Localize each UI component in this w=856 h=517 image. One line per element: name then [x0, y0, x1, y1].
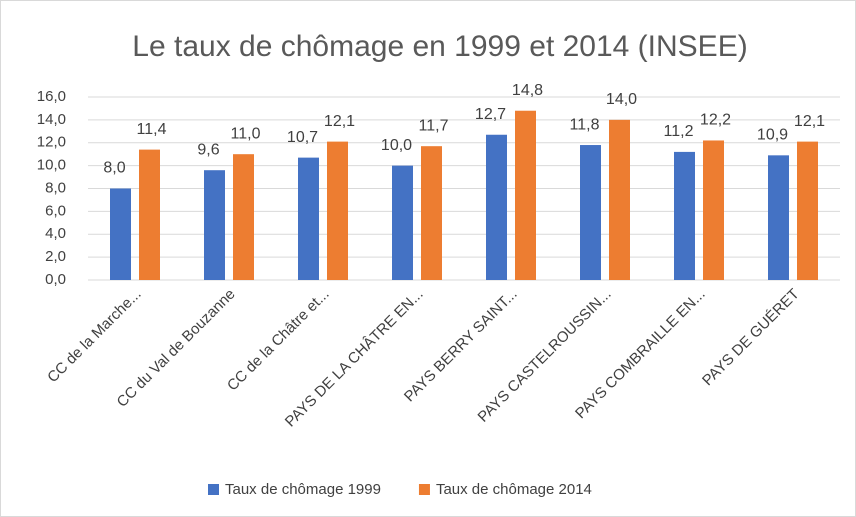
bar — [139, 149, 160, 280]
legend-label: Taux de chômage 1999 — [225, 481, 381, 498]
value-label: 9,6 — [197, 141, 219, 158]
y-tick-label: 12,0 — [37, 134, 66, 151]
bar — [327, 141, 348, 280]
y-tick-label: 2,0 — [45, 248, 66, 265]
value-label: 12,1 — [324, 113, 355, 130]
y-tick-label: 14,0 — [37, 111, 66, 128]
bar — [421, 146, 442, 280]
value-label: 11,2 — [664, 123, 694, 140]
value-label: 12,7 — [475, 106, 506, 123]
bar — [392, 165, 413, 280]
bar — [233, 154, 254, 280]
bar — [797, 141, 818, 280]
y-tick-label: 4,0 — [45, 225, 66, 242]
value-label: 10,9 — [757, 127, 788, 144]
y-tick-label: 8,0 — [45, 179, 66, 196]
bar — [609, 119, 630, 280]
value-label: 12,2 — [700, 112, 731, 129]
value-label: 11,0 — [231, 125, 261, 142]
value-label: 11,8 — [570, 116, 600, 133]
value-label: 11,4 — [137, 121, 167, 138]
bar — [703, 140, 724, 280]
legend-label: Taux de chômage 2014 — [436, 481, 592, 498]
y-tick-label: 6,0 — [45, 202, 66, 219]
value-label: 14,8 — [512, 82, 543, 99]
value-label: 12,1 — [794, 113, 825, 130]
chart-title: Le taux de chômage en 1999 et 2014 (INSE… — [132, 30, 747, 63]
bar — [486, 134, 507, 280]
y-tick-label: 10,0 — [37, 157, 66, 174]
bar — [298, 157, 319, 280]
legend-swatch — [208, 484, 219, 495]
bar — [674, 151, 695, 280]
bar — [580, 145, 601, 280]
bar — [768, 155, 789, 280]
value-label: 14,0 — [606, 91, 637, 108]
bar — [110, 188, 131, 280]
value-label: 8,0 — [103, 160, 125, 177]
legend-swatch — [418, 484, 430, 495]
value-label: 10,0 — [381, 137, 412, 154]
y-tick-label: 16,0 — [37, 88, 66, 105]
y-tick-label: 0,0 — [45, 271, 66, 288]
bar — [204, 170, 225, 280]
bar — [515, 110, 536, 280]
value-label: 11,7 — [419, 117, 449, 134]
value-label: 10,7 — [287, 129, 318, 146]
